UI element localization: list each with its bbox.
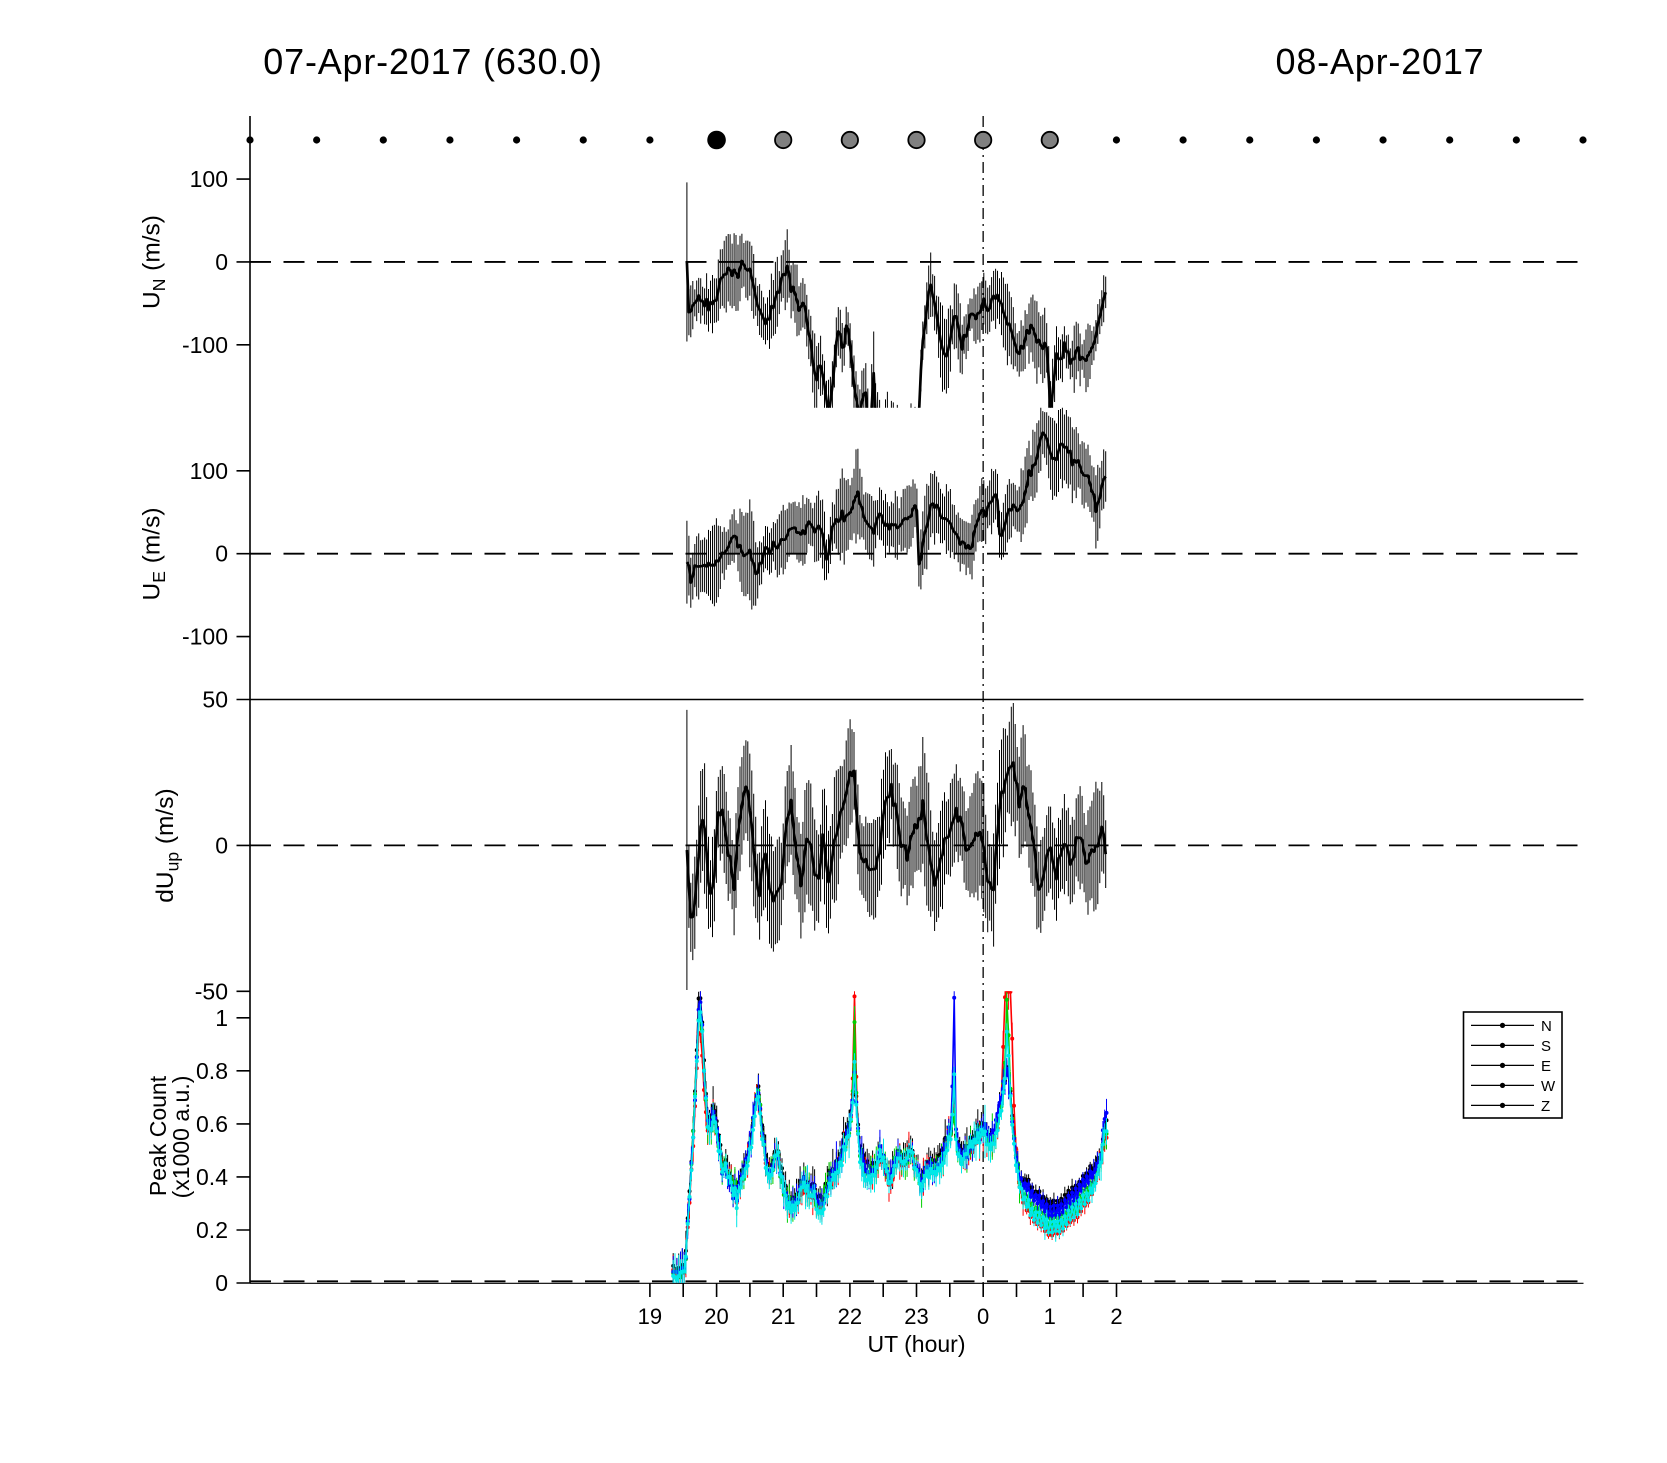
- svg-text:100: 100: [190, 458, 228, 484]
- svg-text:0.2: 0.2: [196, 1217, 228, 1243]
- svg-text:08-Apr-2017: 08-Apr-2017: [1276, 41, 1485, 82]
- svg-text:20: 20: [704, 1304, 728, 1329]
- svg-text:-50: -50: [195, 978, 228, 1004]
- svg-text:(x1000 a.u.): (x1000 a.u.): [168, 1076, 194, 1199]
- svg-text:21: 21: [771, 1304, 795, 1329]
- svg-text:1: 1: [215, 1005, 228, 1031]
- svg-text:2: 2: [1110, 1304, 1122, 1329]
- svg-text:0: 0: [215, 1270, 228, 1296]
- svg-text:1: 1: [1044, 1304, 1056, 1329]
- svg-text:E: E: [1541, 1058, 1551, 1075]
- svg-text:22: 22: [838, 1304, 862, 1329]
- svg-text:19: 19: [638, 1304, 662, 1329]
- svg-text:50: 50: [202, 687, 228, 713]
- svg-text:0.6: 0.6: [196, 1111, 228, 1137]
- svg-text:W: W: [1541, 1078, 1556, 1095]
- svg-text:100: 100: [190, 166, 228, 192]
- svg-text:0: 0: [215, 541, 228, 567]
- svg-text:UT (hour): UT (hour): [868, 1331, 966, 1357]
- svg-text:N: N: [1541, 1018, 1552, 1035]
- svg-text:UN (m/s): UN (m/s): [139, 215, 170, 309]
- svg-text:0: 0: [215, 832, 228, 858]
- svg-text:07-Apr-2017 (630.0): 07-Apr-2017 (630.0): [263, 41, 602, 82]
- svg-text:S: S: [1541, 1038, 1551, 1055]
- svg-text:-100: -100: [182, 624, 228, 650]
- svg-text:0.4: 0.4: [196, 1164, 228, 1190]
- svg-text:UE (m/s): UE (m/s): [139, 508, 170, 601]
- svg-text:0: 0: [977, 1304, 989, 1329]
- svg-text:-100: -100: [182, 332, 228, 358]
- svg-text:Peak Count: Peak Count: [145, 1075, 171, 1196]
- svg-text:0: 0: [215, 249, 228, 275]
- svg-text:Z: Z: [1541, 1098, 1550, 1115]
- svg-text:dUup (m/s): dUup (m/s): [152, 788, 183, 902]
- svg-text:0.8: 0.8: [196, 1058, 228, 1084]
- svg-text:23: 23: [904, 1304, 928, 1329]
